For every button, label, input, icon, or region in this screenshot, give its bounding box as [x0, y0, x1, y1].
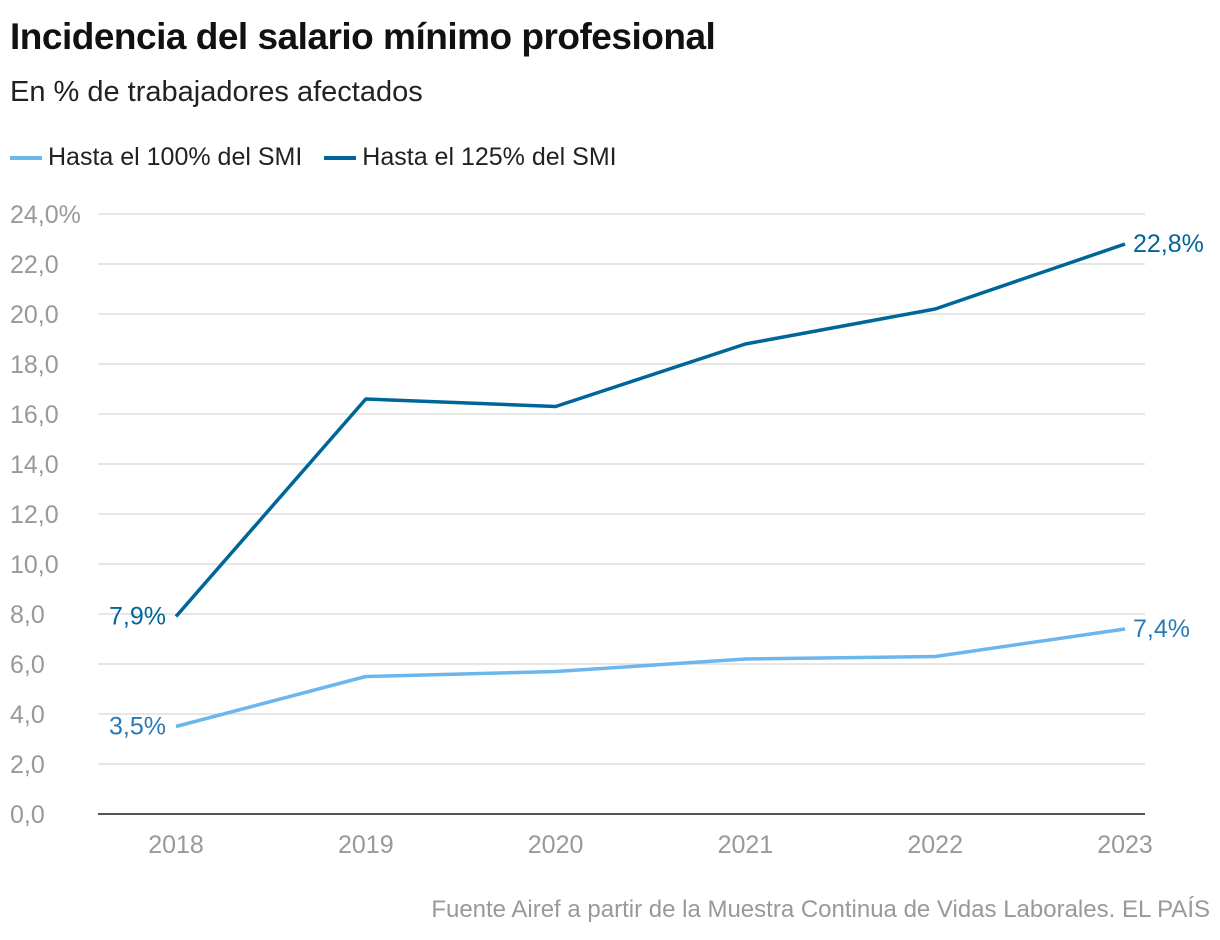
- y-tick-label: 8,0: [10, 601, 45, 629]
- x-tick-label: 2020: [528, 831, 584, 859]
- data-label-last: 22,8%: [1133, 230, 1204, 258]
- x-tick-label: 2023: [1097, 831, 1153, 859]
- legend-item-100: Hasta el 100% del SMI: [10, 143, 302, 172]
- x-tick-label: 2021: [718, 831, 774, 859]
- legend-label: Hasta el 125% del SMI: [362, 143, 617, 171]
- y-tick-label: 2,0: [10, 751, 45, 779]
- legend-label: Hasta el 100% del SMI: [48, 143, 303, 171]
- source-note: Fuente Airef a partir de la Muestra Cont…: [431, 896, 1210, 923]
- legend-item-125: Hasta el 125% del SMI: [324, 143, 617, 172]
- data-label-first: 3,5%: [109, 713, 166, 741]
- x-tick-label: 2019: [338, 831, 394, 859]
- y-tick-label: 0,0: [10, 801, 45, 829]
- data-label-first: 7,9%: [109, 603, 166, 631]
- y-tick-label: 4,0: [10, 701, 45, 729]
- y-tick-label: 24,0%: [10, 201, 81, 229]
- y-tick-label: 22,0: [10, 251, 59, 279]
- y-tick-label: 20,0: [10, 301, 59, 329]
- legend-swatch: [324, 155, 357, 160]
- series-line-100: [175, 627, 1126, 729]
- legend: Hasta el 100% del SMI Hasta el 125% del …: [10, 143, 617, 172]
- chart-subtitle: En % de trabajadores afectados: [10, 76, 423, 108]
- y-tick-label: 18,0: [10, 351, 59, 379]
- data-label-last: 7,4%: [1133, 615, 1190, 643]
- y-tick-label: 16,0: [10, 401, 59, 429]
- y-tick-label: 10,0: [10, 551, 59, 579]
- series-line-125: [174, 242, 1126, 618]
- legend-swatch: [10, 155, 42, 160]
- y-tick-label: 14,0: [10, 451, 59, 479]
- y-tick-label: 12,0: [10, 501, 59, 529]
- chart-title: Incidencia del salario mínimo profesiona…: [10, 16, 716, 57]
- y-tick-label: 6,0: [10, 651, 45, 679]
- x-tick-label: 2022: [907, 831, 963, 859]
- x-tick-label: 2018: [148, 831, 204, 859]
